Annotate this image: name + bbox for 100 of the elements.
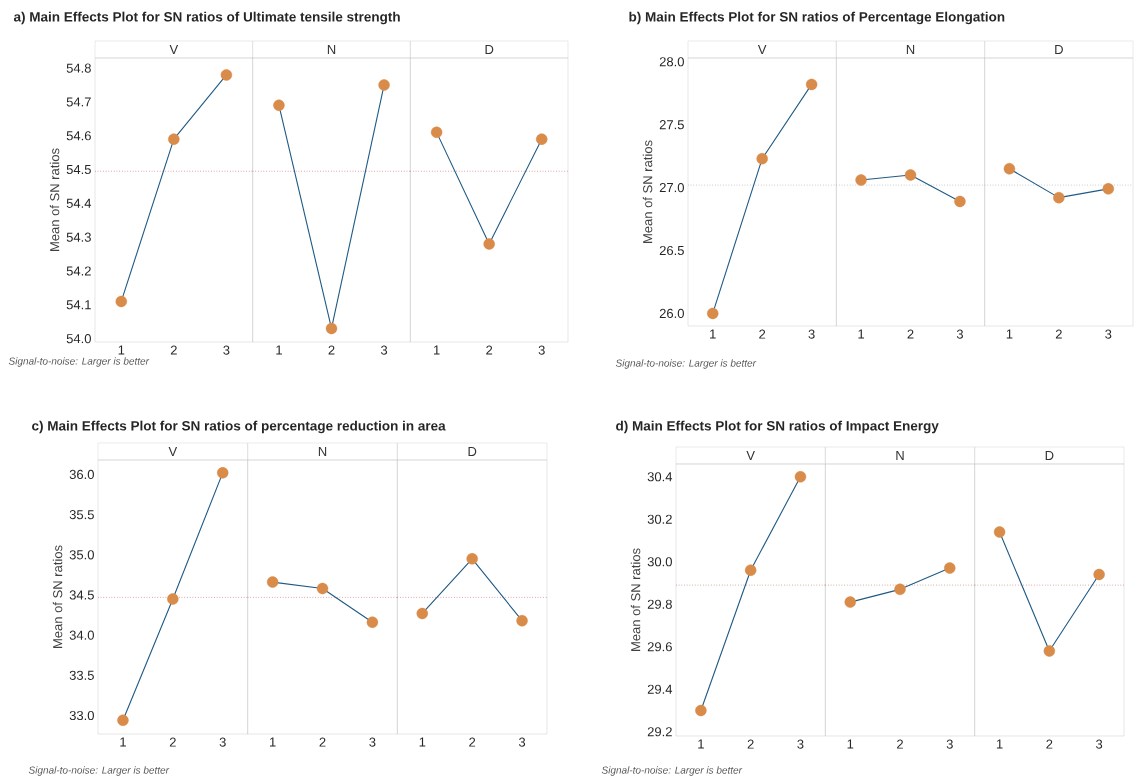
y-tick-label: 54.6 xyxy=(66,131,91,141)
x-tick-label: 3 xyxy=(538,345,545,355)
x-tick-label: 3 xyxy=(219,737,226,747)
y-tick-label: 28.0 xyxy=(659,57,684,67)
chart-subtitle: V xyxy=(746,451,755,460)
y-tick-label: 27.5 xyxy=(659,120,684,130)
x-tick-label: 3 xyxy=(518,737,526,747)
text: Signal-to-noise: Larger is better xyxy=(615,359,757,369)
y-axis-title: Mean of SN ratios xyxy=(52,545,63,648)
y-tick-label: 29.4 xyxy=(647,684,673,694)
x-tick-label: 1 xyxy=(269,737,276,747)
point xyxy=(217,467,229,479)
x-tick-label: 1 xyxy=(847,739,854,749)
point xyxy=(117,714,129,727)
y-tick-label: 54.0 xyxy=(66,334,91,344)
chart-title: b) Main Effects Plot for SN ratios of Percentage Elongation xyxy=(629,11,1005,25)
point xyxy=(167,593,179,605)
x-tick-label: 2 xyxy=(747,739,754,749)
point xyxy=(756,152,768,165)
y-tick-label: 26.5 xyxy=(659,245,684,256)
x-tick-label: 1 xyxy=(120,737,126,747)
chart-subtitle: N xyxy=(327,45,336,54)
text: Signal-to-noise: Larger is better xyxy=(28,766,170,776)
y-tick-label: 34.5 xyxy=(69,590,94,600)
chart-subtitle: N xyxy=(318,447,327,456)
y-tick-label: 29.8 xyxy=(647,599,672,609)
y-tick-label: 54.2 xyxy=(66,266,91,276)
y-tick-label: 35.0 xyxy=(69,550,94,560)
x-tick-label: 1 xyxy=(433,345,440,355)
y-tick-label: 27.0 xyxy=(659,182,684,193)
y-tick-label: 26.0 xyxy=(659,308,684,319)
chart-title: c) Main Effects Plot for SN ratios of percentage reduction in area xyxy=(32,420,446,434)
point xyxy=(220,69,233,81)
y-tick-label: 54.8 xyxy=(66,63,91,73)
x-tick-label: 3 xyxy=(1096,739,1103,749)
x-tick-label: 2 xyxy=(759,329,766,339)
chart-subtitle: N xyxy=(896,451,904,460)
x-tick-label: 3 xyxy=(223,345,230,355)
x-tick-label: 1 xyxy=(1006,329,1013,339)
point xyxy=(794,471,807,483)
y-axis-title: Mean of SN ratios xyxy=(642,140,653,243)
x-tick-label: 2 xyxy=(1055,329,1062,339)
x-tick-label: 1 xyxy=(858,329,865,339)
x-tick-label: 3 xyxy=(808,329,815,339)
x-tick-label: 2 xyxy=(1046,739,1053,749)
y-tick-label: 54.5 xyxy=(66,165,91,175)
x-tick-label: 2 xyxy=(328,345,335,355)
x-tick-label: 1 xyxy=(276,345,282,355)
y-tick-label: 54.7 xyxy=(66,97,91,107)
chart-title: d) Main Effects Plot for SN ratios of Impact Energy xyxy=(616,420,939,434)
text: Signal-to-noise: Larger is better xyxy=(8,357,150,367)
x-tick-label: 3 xyxy=(380,345,388,355)
x-tick-label: 2 xyxy=(897,739,903,749)
chart-title: a) Main Effects Plot for SN ratios of Ultimate tensile strength xyxy=(13,11,400,25)
chart-subtitle: D xyxy=(1045,451,1054,460)
y-tick-label: 54.4 xyxy=(66,198,92,208)
chart-subtitle: N xyxy=(906,45,915,54)
x-tick-label: 2 xyxy=(907,329,914,339)
x-tick-label: 2 xyxy=(319,737,326,747)
point xyxy=(168,133,180,145)
y-tick-label: 29.6 xyxy=(647,642,672,652)
x-tick-label: 3 xyxy=(369,737,376,747)
y-tick-label: 54.1 xyxy=(66,300,91,310)
x-tick-label: 1 xyxy=(996,739,1003,749)
x-tick-label: 2 xyxy=(170,345,177,355)
chart-subtitle: V xyxy=(169,45,179,54)
x-tick-label: 3 xyxy=(797,739,804,749)
x-tick-label: 1 xyxy=(118,345,125,355)
x-tick-label: 1 xyxy=(698,739,704,749)
y-tick-label: 30.2 xyxy=(647,514,672,524)
x-tick-label: 2 xyxy=(486,345,493,355)
x-tick-label: 2 xyxy=(469,737,476,747)
x-tick-label: 3 xyxy=(1105,329,1112,339)
y-tick-label: 30.0 xyxy=(647,557,672,567)
y-tick-label: 36.0 xyxy=(69,469,94,480)
x-tick-label: 2 xyxy=(169,737,176,747)
text: Signal-to-noise: Larger is better xyxy=(601,766,743,776)
y-tick-label: 33.0 xyxy=(69,710,94,721)
point xyxy=(707,307,719,320)
chart-subtitle: V xyxy=(757,45,767,54)
y-axis-title: Mean of SN ratios xyxy=(49,148,60,251)
y-tick-label: 30.4 xyxy=(647,472,673,482)
y-tick-label: 35.5 xyxy=(69,510,94,520)
y-axis-title: Mean of SN ratios xyxy=(630,548,641,651)
y-tick-label: 29.2 xyxy=(647,727,672,737)
point xyxy=(695,704,707,717)
chart-subtitle: D xyxy=(468,447,477,456)
point xyxy=(744,564,757,576)
x-tick-label: 3 xyxy=(946,739,953,749)
y-tick-label: 54.3 xyxy=(66,232,91,242)
y-tick-label: 33.5 xyxy=(69,670,94,680)
chart-subtitle: D xyxy=(1055,45,1063,54)
x-tick-label: 3 xyxy=(956,329,963,339)
y-tick-label: 34.0 xyxy=(69,630,94,640)
chart-subtitle: D xyxy=(485,45,494,54)
point xyxy=(805,78,818,91)
x-tick-label: 1 xyxy=(419,737,426,747)
chart-subtitle: V xyxy=(168,447,178,456)
point xyxy=(115,295,127,308)
x-tick-label: 1 xyxy=(710,329,716,339)
